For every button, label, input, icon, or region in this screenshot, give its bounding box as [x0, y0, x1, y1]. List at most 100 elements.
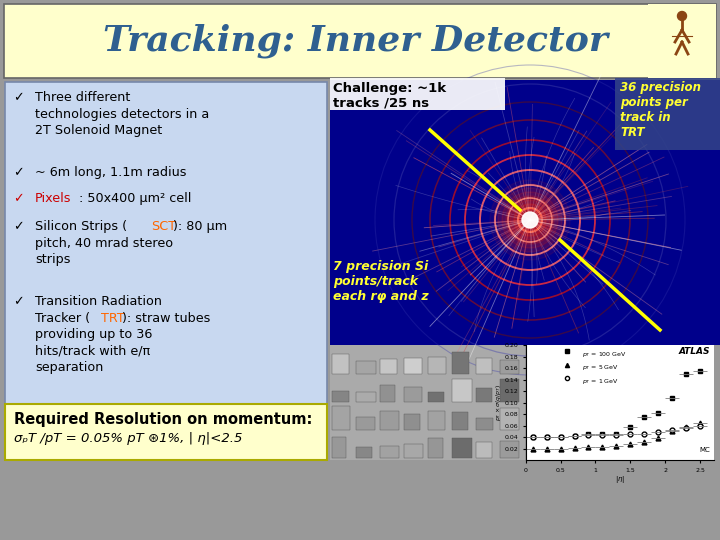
Bar	[428, 356, 446, 374]
Bar	[356, 361, 376, 374]
$p_T$ = 1 GeV	[570, 433, 579, 439]
Bar	[332, 406, 351, 430]
$p_T$ = 100 GeV	[570, 433, 579, 439]
Text: pitch, 40 mrad stereo: pitch, 40 mrad stereo	[35, 237, 173, 249]
$p_T$ = 1 GeV	[598, 431, 607, 438]
Bar	[404, 358, 423, 374]
Bar	[332, 437, 346, 458]
Text: ✓: ✓	[13, 220, 24, 233]
Bar	[615, 78, 720, 150]
Text: TRT: TRT	[101, 312, 125, 325]
$p_T$ = 100 GeV	[626, 423, 635, 430]
$p_T$ = 100 GeV	[542, 434, 551, 440]
$p_T$ = 5 GeV	[668, 428, 677, 435]
$p_T$ = 1 GeV	[682, 425, 690, 431]
Text: Silicon Strips (: Silicon Strips (	[35, 220, 127, 233]
$p_T$ = 100 GeV	[654, 410, 662, 416]
Bar	[428, 437, 443, 458]
$p_T$ = 100 GeV	[584, 431, 593, 437]
Text: Transition Radiation: Transition Radiation	[35, 295, 162, 308]
Bar	[330, 78, 505, 110]
Text: separation: separation	[35, 361, 104, 374]
$p_T$ = 5 GeV	[640, 438, 649, 445]
Bar	[332, 354, 349, 374]
Text: hits/track with e/π: hits/track with e/π	[35, 345, 150, 358]
Text: technologies detectors in a: technologies detectors in a	[35, 107, 210, 120]
Bar	[476, 418, 493, 430]
Bar	[380, 446, 400, 458]
$p_T$ = 1 GeV	[696, 422, 705, 429]
Text: SCT: SCT	[151, 220, 176, 233]
Text: ): straw tubes: ): straw tubes	[122, 312, 211, 325]
$p_T$ = 5 GeV	[528, 446, 537, 453]
$p_T$ = 100 GeV	[696, 368, 705, 374]
$p_T$ = 5 GeV	[598, 444, 607, 450]
$p_T$ = 100 GeV	[598, 430, 607, 437]
X-axis label: $|\eta|$: $|\eta|$	[615, 474, 625, 485]
Bar	[428, 411, 444, 430]
Text: Tracking: Inner Detector: Tracking: Inner Detector	[102, 24, 608, 58]
Circle shape	[510, 200, 550, 240]
$p_T$ = 100 GeV	[612, 430, 621, 437]
Bar	[332, 391, 349, 402]
Text: ✓: ✓	[13, 166, 24, 179]
$p_T$ = 5 GeV	[682, 423, 690, 430]
Bar	[330, 80, 720, 345]
Text: σₚT /pT = 0.05% pT ⊛1%, | η|<2.5: σₚT /pT = 0.05% pT ⊛1%, | η|<2.5	[14, 432, 243, 445]
Text: ~ 6m long, 1.1m radius: ~ 6m long, 1.1m radius	[35, 166, 186, 179]
Bar	[476, 388, 492, 402]
Bar	[380, 410, 398, 430]
Text: 2T Solenoid Magnet: 2T Solenoid Magnet	[35, 124, 162, 137]
Bar	[452, 411, 468, 430]
Bar	[330, 345, 525, 460]
Text: Challenge: ~1k
tracks /25 ns: Challenge: ~1k tracks /25 ns	[333, 82, 446, 110]
Text: Tracker (: Tracker (	[35, 312, 90, 325]
Circle shape	[518, 208, 542, 232]
Bar	[404, 443, 423, 458]
$p_T$ = 5 GeV	[542, 446, 551, 453]
$p_T$ = 1 GeV	[654, 429, 662, 436]
$p_T$ = 1 GeV	[668, 427, 677, 434]
Bar	[500, 360, 519, 374]
Text: $p_T$ = 1 GeV: $p_T$ = 1 GeV	[582, 377, 619, 386]
Text: ATLAS: ATLAS	[679, 347, 711, 356]
Bar	[356, 392, 376, 402]
$p_T$ = 100 GeV	[528, 434, 537, 440]
Text: ✓: ✓	[13, 91, 24, 104]
$p_T$ = 5 GeV	[612, 443, 621, 449]
Text: Three different: Three different	[35, 91, 130, 104]
$p_T$ = 5 GeV	[584, 444, 593, 451]
$p_T$ = 1 GeV	[584, 432, 593, 438]
Circle shape	[526, 216, 534, 224]
Bar	[452, 438, 472, 458]
Text: Pixels: Pixels	[35, 192, 71, 205]
Circle shape	[498, 188, 562, 252]
Text: 36 precision
points per
track in
TRT: 36 precision points per track in TRT	[620, 81, 701, 139]
Circle shape	[502, 192, 558, 248]
Text: providing up to 36: providing up to 36	[35, 328, 153, 341]
Bar	[500, 379, 519, 402]
Text: MC: MC	[700, 447, 711, 453]
Text: $p_T$ = 100 GeV: $p_T$ = 100 GeV	[582, 350, 627, 359]
Bar	[452, 352, 469, 374]
$p_T$ = 100 GeV	[682, 370, 690, 377]
$p_T$ = 5 GeV	[696, 420, 705, 426]
Bar	[5, 82, 327, 460]
$p_T$ = 1 GeV	[612, 431, 621, 438]
$p_T$ = 1 GeV	[640, 430, 649, 437]
Circle shape	[678, 11, 686, 21]
Text: ✓: ✓	[13, 192, 24, 205]
Circle shape	[506, 196, 554, 244]
$p_T$ = 100 GeV	[640, 414, 649, 420]
Text: : 50x400 μm² cell: : 50x400 μm² cell	[78, 192, 191, 205]
$p_T$ = 100 GeV	[668, 395, 677, 401]
Bar	[476, 357, 492, 374]
$p_T$ = 1 GeV	[528, 434, 537, 440]
Text: ): 80 μm: ): 80 μm	[174, 220, 228, 233]
$p_T$ = 5 GeV	[557, 446, 565, 452]
$p_T$ = 1 GeV	[542, 434, 551, 440]
Text: Required Resolution on momentum:: Required Resolution on momentum:	[14, 412, 312, 427]
Bar	[452, 379, 472, 402]
$p_T$ = 5 GeV	[570, 445, 579, 451]
Bar	[404, 387, 422, 402]
